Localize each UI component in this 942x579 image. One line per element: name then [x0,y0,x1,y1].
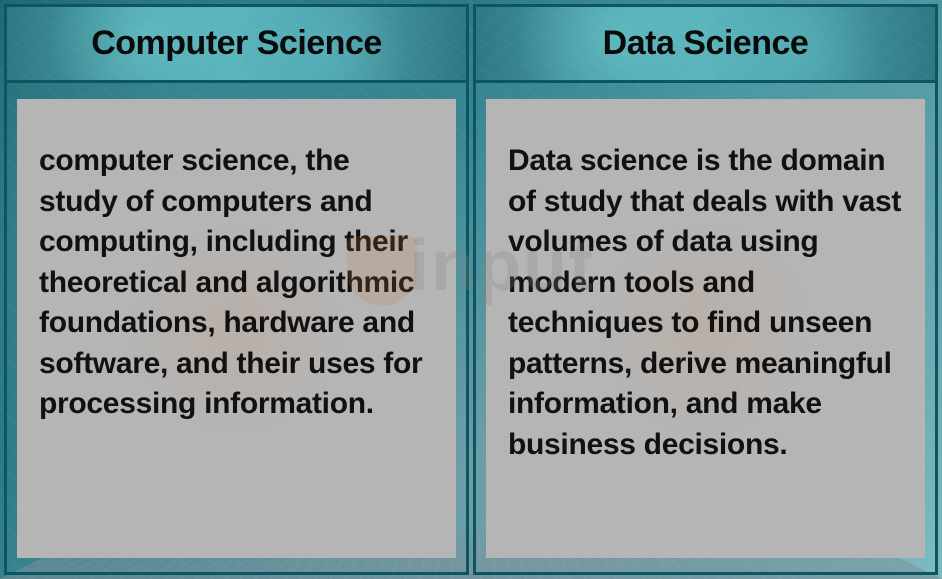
panel-right-text: Data science is the domain of study that… [508,141,903,465]
panel-left-text: computer science, the study of computers… [39,141,434,425]
panel-right: Data Science Data science is the domain … [473,4,938,575]
panel-left-title: Computer Science [91,24,382,63]
comparison-container: Computer Science computer science, the s… [0,0,942,579]
panel-left-body: computer science, the study of computers… [17,99,456,558]
panel-right-header: Data Science [476,7,935,83]
panel-left-header: Computer Science [7,7,466,83]
panel-right-title: Data Science [603,24,809,63]
panel-left: Computer Science computer science, the s… [4,4,469,575]
panel-right-body: Data science is the domain of study that… [486,99,925,558]
